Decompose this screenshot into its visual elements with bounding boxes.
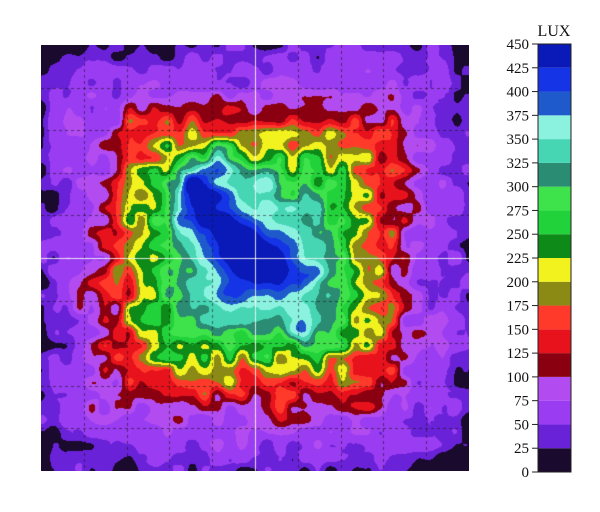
colorbar-band (538, 162, 571, 187)
colorbar-ticks: 0 25 50 75 100 125 150 175 200 225 250 275 300 325 350… (507, 37, 538, 481)
colorbar-band (538, 234, 571, 258)
colorbar-band (538, 139, 571, 163)
colorbar-tick-label: 375 (507, 108, 530, 124)
colorbar-tick-label: 50 (514, 417, 529, 433)
colorbar-tick-label: 275 (507, 203, 530, 219)
colorbar-tick-label: 250 (507, 227, 530, 243)
colorbar-band (538, 186, 571, 211)
colorbar-tick-label: 325 (507, 156, 530, 172)
illuminance-heatmap (41, 45, 469, 471)
colorbar-bands (538, 44, 571, 472)
colorbar: 0 25 50 75 100 125 150 175 200 225 250 275 300 325 350… (507, 23, 572, 481)
colorbar-tick-label: 350 (507, 132, 530, 148)
colorbar-band (538, 448, 571, 472)
colorbar-band (538, 115, 571, 140)
colorbar-tick-label: 25 (514, 441, 529, 457)
colorbar-tick-label: 200 (507, 275, 530, 291)
colorbar-tick-label: 400 (507, 85, 530, 101)
colorbar-band (538, 67, 571, 92)
colorbar-tick-label: 125 (507, 346, 530, 362)
colorbar-tick-label: 425 (507, 61, 530, 77)
colorbar-band (538, 258, 571, 282)
colorbar-unit-label: LUX (538, 23, 571, 40)
colorbar-tick-label: 75 (514, 394, 529, 410)
colorbar-band (538, 91, 571, 116)
colorbar-tick-label: 175 (507, 299, 530, 315)
colorbar-tick-label: 0 (522, 465, 530, 481)
colorbar-band (538, 424, 571, 449)
colorbar-tick-label: 100 (507, 370, 530, 386)
colorbar-tick-label: 225 (507, 251, 530, 267)
colorbar-band (538, 305, 571, 330)
colorbar-band (538, 329, 571, 354)
colorbar-band (538, 281, 571, 306)
colorbar-band (538, 353, 571, 377)
colorbar-tick-label: 450 (507, 37, 530, 53)
colorbar-band (538, 44, 571, 68)
colorbar-band (538, 210, 571, 235)
colorbar-tick-label: 300 (507, 180, 530, 196)
colorbar-tick-label: 150 (507, 322, 530, 338)
colorbar-band (538, 376, 571, 401)
colorbar-band (538, 400, 571, 425)
